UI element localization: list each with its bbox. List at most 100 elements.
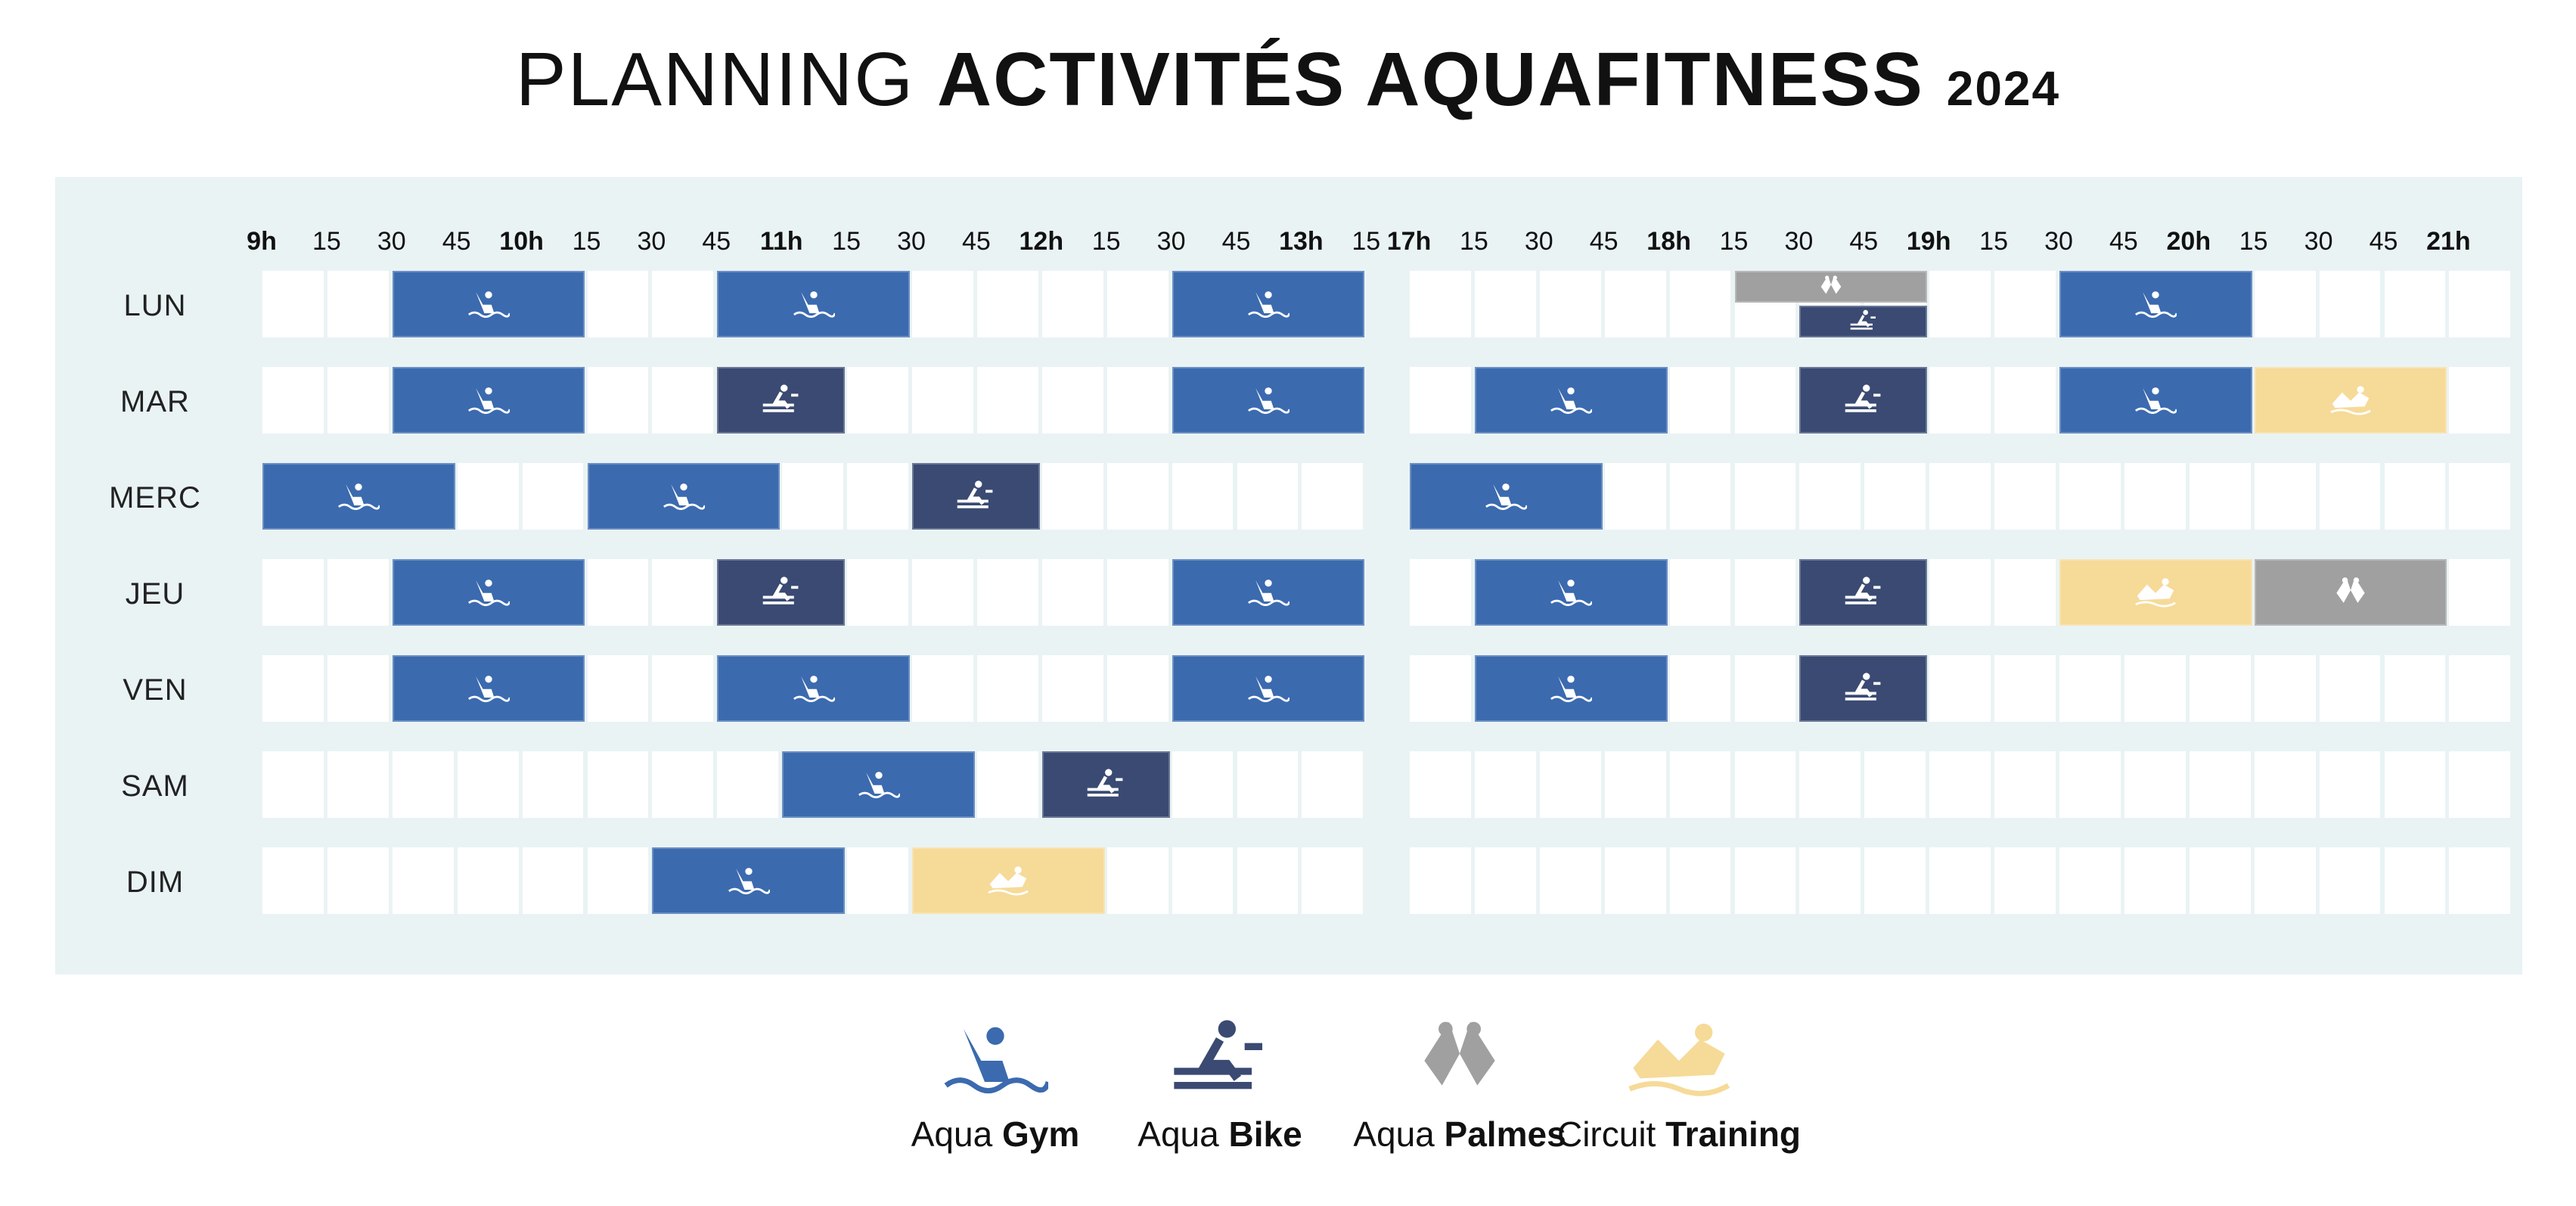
empty-slot [1994,655,2056,722]
empty-slot [2319,847,2381,914]
empty-slot [2384,463,2446,530]
session-gym[interactable] [1474,367,1668,434]
time-tick-label: 45 [961,227,991,256]
time-tick-label: 45 [1589,227,1619,256]
swimmer-wave-icon [467,670,511,707]
legend-label: Aqua Palmes [1353,1114,1566,1154]
empty-slot [1994,271,2056,337]
empty-slot [1669,559,1731,626]
session-gym[interactable] [392,655,585,722]
session-palmes[interactable] [2254,559,2447,626]
swimmer-wave-icon [844,1014,1147,1097]
session-gym[interactable] [587,463,781,530]
session-gym[interactable] [782,751,975,818]
session-bike[interactable] [717,559,846,626]
session-gym[interactable] [262,463,455,530]
session-palmes[interactable] [1734,271,1928,303]
empty-slot [2059,655,2121,722]
session-gym[interactable] [392,367,585,434]
legend-item-gym: Aqua Gym [844,1014,1147,1155]
empty-slot [1410,655,1471,722]
empty-slot [976,655,1038,722]
session-training[interactable] [2254,367,2447,434]
empty-slot [2189,847,2251,914]
empty-slot [912,655,973,722]
empty-slot [2449,559,2511,626]
time-tick-label: 18h [1646,227,1691,256]
empty-slot [587,367,649,434]
empty-slot [1734,655,1796,722]
empty-slot [522,463,584,530]
empty-slot [1604,271,1666,337]
day-label: VEN [123,673,188,707]
empty-slot [652,751,714,818]
session-gym[interactable] [1172,559,1365,626]
aqua-bike-icon [760,382,802,419]
session-gym[interactable] [2059,271,2252,337]
empty-slot [847,847,908,914]
session-gym[interactable] [2059,367,2252,434]
time-tick-label: 19h [1906,227,1951,256]
legend-item-training: Circuit Training [1528,1014,1830,1155]
time-tick-label: 21h [2426,227,2471,256]
session-gym[interactable] [392,271,585,337]
empty-slot [1994,751,2056,818]
empty-slot [457,463,519,530]
legend-item-palmes: Aqua Palmes [1308,1014,1611,1155]
session-gym[interactable] [1474,655,1668,722]
session-bike[interactable] [1799,367,1928,434]
empty-slot [2449,751,2511,818]
empty-slot [1929,847,1991,914]
circuit-training-icon [2134,574,2177,611]
empty-slot [327,751,389,818]
empty-slot [1929,367,1991,434]
legend-item-bike: Aqua Bike [1069,1014,1371,1155]
session-bike[interactable] [1041,751,1170,818]
swimmer-wave-icon [337,478,381,515]
time-tick-label: 17h [1386,227,1432,256]
empty-slot [2319,655,2381,722]
swimmer-wave-icon [1247,382,1291,419]
empty-slot [1864,463,1926,530]
session-gym[interactable] [1410,463,1603,530]
empty-slot [1172,751,1234,818]
time-tick-label: 45 [702,227,731,256]
session-bike[interactable] [1799,655,1928,722]
session-bike[interactable] [717,367,846,434]
empty-slot [1669,847,1731,914]
time-tick-label: 20h [2166,227,2211,256]
empty-slot [1604,751,1666,818]
empty-slot [262,559,324,626]
empty-slot [2254,463,2316,530]
session-gym[interactable] [1172,655,1365,722]
session-gym[interactable] [392,559,585,626]
title-prefix: PLANNING [515,37,937,122]
session-bike[interactable] [1799,559,1928,626]
time-tick-label: 30 [637,227,666,256]
time-tick-label: 13h [1279,227,1324,256]
empty-slot [1410,271,1471,337]
empty-slot [1302,751,1364,818]
session-bike[interactable] [912,463,1040,530]
empty-slot [912,271,973,337]
swimmer-wave-icon [1247,286,1291,323]
session-gym[interactable] [652,847,846,914]
empty-slot [1106,271,1169,337]
session-gym[interactable] [1172,367,1365,434]
time-axis: 9h 15 30 45 10h 15 30 45 11h 15 30 45 12h 15 30 45 13h 15… [0,0,2576,257]
time-tick-label: 45 [1849,227,1879,256]
time-tick-label: 15 [2239,227,2268,256]
session-gym[interactable] [1474,559,1668,626]
empty-slot [1734,847,1796,914]
empty-slot [1734,463,1796,530]
session-bike[interactable] [1799,306,1928,337]
empty-slot [1604,847,1666,914]
session-gym[interactable] [717,655,910,722]
swimmer-wave-icon [1247,670,1291,707]
day-label: MERC [109,481,201,514]
session-training[interactable] [2059,559,2252,626]
empty-slot [2319,751,2381,818]
session-gym[interactable] [1172,271,1365,337]
session-gym[interactable] [717,271,910,337]
session-training[interactable] [912,847,1105,914]
